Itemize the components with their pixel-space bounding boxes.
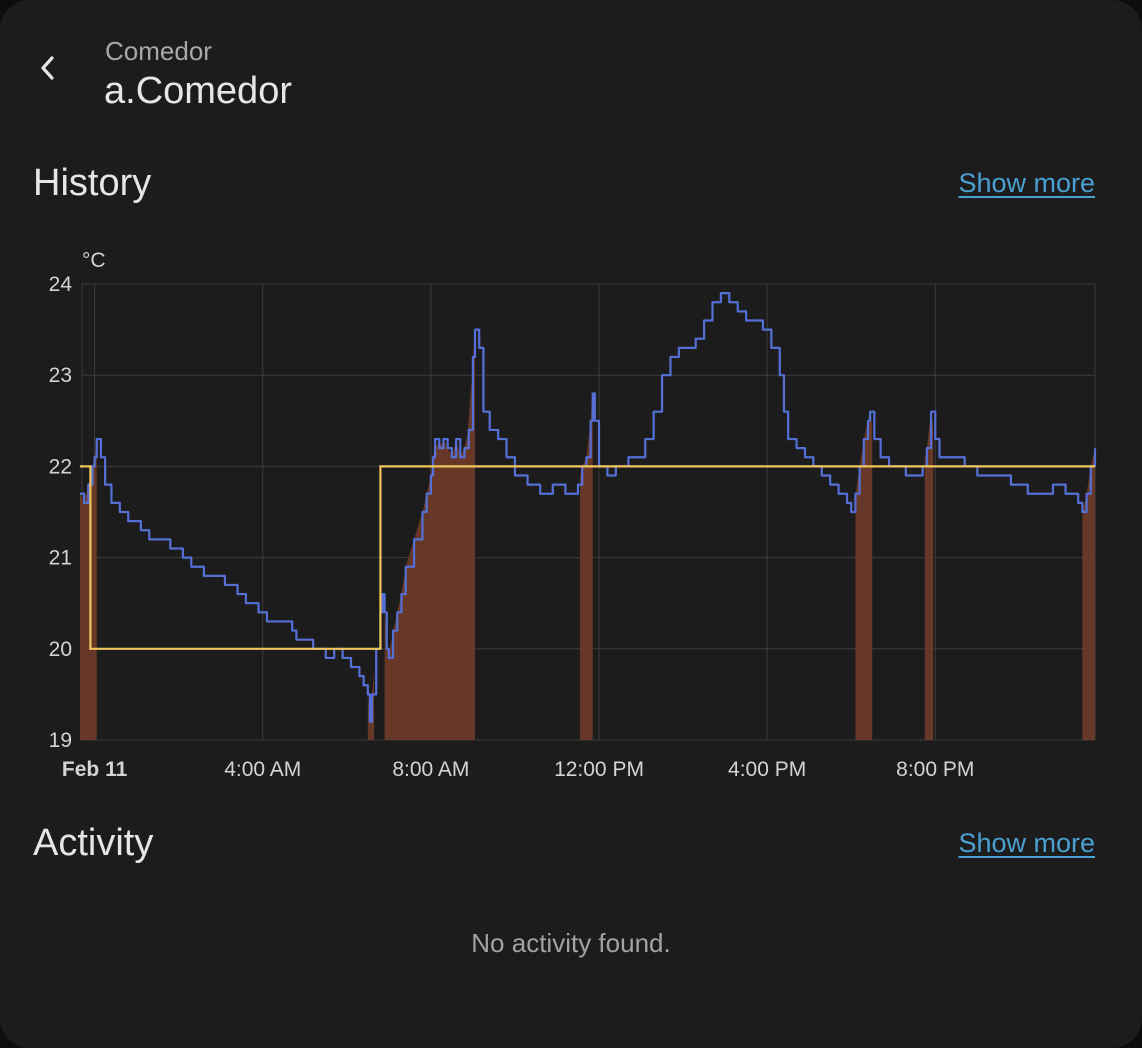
chevron-left-icon: [41, 56, 54, 80]
x-tick-label: 8:00 PM: [896, 758, 974, 781]
target-temperature-line: [79, 465, 1095, 650]
back-button[interactable]: [24, 44, 72, 92]
current-temperature-line: [79, 292, 1097, 723]
activity-empty-message: No activity found.: [471, 928, 671, 958]
heating-area: [1082, 448, 1095, 740]
history-chart: 19 20 21 22 23 24 °C Feb 11 4:00 AM 8:00 AM 12:00 …: [49, 249, 1097, 781]
heating-area: [384, 329, 476, 740]
entity-area: Comedor: [105, 36, 212, 66]
x-tick-label: 4:00 PM: [728, 758, 806, 781]
y-tick-label: 21: [49, 547, 72, 570]
x-tick-label: 8:00 AM: [392, 758, 469, 781]
x-tick-label: 4:00 AM: [224, 758, 301, 781]
activity-show-more-link[interactable]: Show more: [958, 828, 1095, 858]
heating-area: [367, 671, 375, 740]
heating-area: [79, 439, 97, 740]
x-tick-label: 12:00 PM: [554, 758, 644, 781]
y-tick-label: 20: [49, 638, 72, 661]
y-tick-label: 22: [49, 455, 72, 478]
activity-title: Activity: [33, 822, 154, 864]
y-tick-label: 24: [49, 273, 73, 296]
heating-area: [924, 411, 934, 740]
history-show-more-link[interactable]: Show more: [958, 168, 1095, 198]
y-axis-unit-label: °C: [82, 249, 106, 272]
y-tick-label: 23: [49, 364, 72, 387]
entity-name: a.Comedor: [104, 70, 292, 112]
history-title: History: [33, 162, 152, 204]
y-tick-label: 19: [49, 729, 72, 752]
x-tick-label: Feb 11: [62, 758, 128, 781]
